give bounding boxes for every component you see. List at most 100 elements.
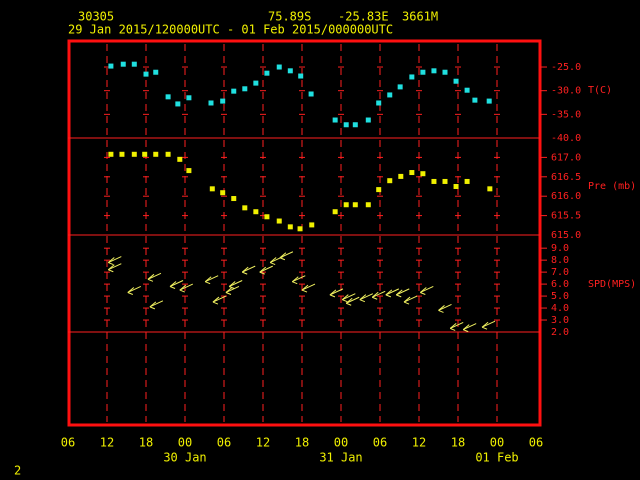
x-tick-label: 18 bbox=[295, 436, 309, 450]
arrow-part bbox=[342, 299, 348, 303]
data-point bbox=[231, 88, 237, 94]
arrow-part bbox=[301, 289, 308, 293]
wind-arrow bbox=[228, 280, 243, 289]
data-point bbox=[464, 87, 470, 93]
wind-arrow bbox=[212, 295, 227, 305]
arrow-part bbox=[107, 257, 115, 263]
y-tick-label: 2.0 bbox=[551, 327, 569, 338]
arrow-part bbox=[225, 286, 240, 293]
arrow-part bbox=[204, 281, 211, 285]
data-point bbox=[487, 186, 493, 192]
wind-arrow bbox=[385, 288, 400, 298]
arrow-part bbox=[481, 320, 496, 328]
data-point bbox=[420, 69, 426, 75]
arrow-part bbox=[396, 288, 410, 296]
arrow-part bbox=[212, 296, 220, 303]
wind-arrow bbox=[403, 295, 418, 305]
arrow-part bbox=[372, 296, 378, 300]
arrow-part bbox=[259, 265, 273, 273]
x-tick-label: 18 bbox=[451, 436, 465, 450]
y-tick-label: 616.5 bbox=[551, 172, 581, 183]
data-point bbox=[264, 214, 270, 220]
data-point bbox=[287, 224, 293, 230]
arrow-part bbox=[403, 296, 411, 303]
data-point bbox=[420, 171, 426, 177]
wind-arrow bbox=[204, 275, 219, 285]
wind-arrow bbox=[259, 265, 273, 275]
data-point bbox=[264, 70, 270, 76]
arrow-part bbox=[291, 276, 299, 283]
data-point bbox=[242, 205, 248, 211]
data-point bbox=[186, 168, 192, 174]
data-point bbox=[242, 86, 248, 92]
data-point bbox=[309, 222, 315, 228]
arrow-part bbox=[462, 324, 470, 330]
data-point bbox=[276, 64, 282, 70]
arrow-part bbox=[395, 289, 403, 296]
data-point bbox=[453, 184, 459, 189]
y-tick-label: 3.0 bbox=[551, 315, 569, 326]
arrow-part bbox=[481, 326, 488, 330]
data-point bbox=[153, 151, 159, 157]
arrow-part bbox=[229, 286, 235, 289]
arrow-part bbox=[385, 289, 393, 296]
data-point bbox=[398, 173, 404, 179]
arrow-part bbox=[228, 280, 243, 287]
data-point bbox=[177, 156, 183, 162]
wind-arrow bbox=[179, 283, 194, 293]
arrow-part bbox=[204, 276, 212, 283]
data-point bbox=[119, 151, 125, 157]
arrow-part bbox=[279, 252, 287, 259]
x-tick-label: 00 bbox=[334, 436, 348, 450]
arrow-part bbox=[204, 275, 219, 283]
data-point bbox=[431, 68, 437, 74]
arrow-part bbox=[385, 294, 392, 298]
y-tick-label: -35.0 bbox=[551, 109, 581, 120]
arrow-part bbox=[329, 294, 336, 298]
arrow-part bbox=[108, 263, 122, 271]
wind-arrow bbox=[107, 256, 122, 266]
y-tick-label: 6.0 bbox=[551, 279, 569, 290]
data-point bbox=[220, 98, 226, 104]
data-point bbox=[409, 74, 415, 80]
arrow-part bbox=[371, 290, 386, 298]
arrow-part bbox=[108, 256, 122, 263]
arrow-part bbox=[292, 281, 298, 285]
y-tick-label: 4.0 bbox=[551, 303, 569, 314]
arrow-part bbox=[212, 295, 227, 303]
wind-arrow bbox=[438, 303, 452, 313]
data-point bbox=[387, 92, 393, 98]
arrow-part bbox=[127, 292, 133, 295]
arrow-part bbox=[359, 294, 367, 301]
data-point bbox=[108, 151, 114, 157]
data-point bbox=[231, 196, 237, 202]
y-tick-label: -30.0 bbox=[551, 86, 581, 97]
date-label: 30 Jan bbox=[163, 451, 206, 465]
arrow-part bbox=[438, 305, 445, 311]
data-point bbox=[365, 117, 371, 123]
arrow-part bbox=[107, 264, 115, 271]
arrow-part bbox=[179, 283, 194, 291]
data-point bbox=[464, 178, 470, 184]
data-point bbox=[332, 117, 338, 123]
data-point bbox=[442, 178, 448, 184]
period: 29 Jan 2015/120000UTC - 01 Feb 2015/0000… bbox=[68, 23, 393, 37]
arrow-part bbox=[403, 301, 410, 305]
arrow-part bbox=[149, 301, 157, 308]
y-tick-label: 615.5 bbox=[551, 211, 581, 222]
data-point bbox=[131, 151, 137, 157]
wind-arrow bbox=[419, 286, 434, 295]
arrow-part bbox=[269, 257, 277, 263]
wind-arrow bbox=[371, 290, 386, 300]
data-point bbox=[409, 170, 415, 176]
data-point bbox=[387, 178, 393, 184]
arrow-part bbox=[241, 266, 249, 273]
arrow-part bbox=[108, 269, 114, 273]
wind-arrow bbox=[345, 296, 360, 306]
data-point bbox=[431, 178, 437, 184]
wind-arrow bbox=[225, 286, 240, 295]
arrow-part bbox=[438, 309, 444, 313]
latitude: 75.89S bbox=[268, 10, 311, 24]
data-point bbox=[397, 84, 403, 90]
data-point bbox=[453, 78, 459, 84]
